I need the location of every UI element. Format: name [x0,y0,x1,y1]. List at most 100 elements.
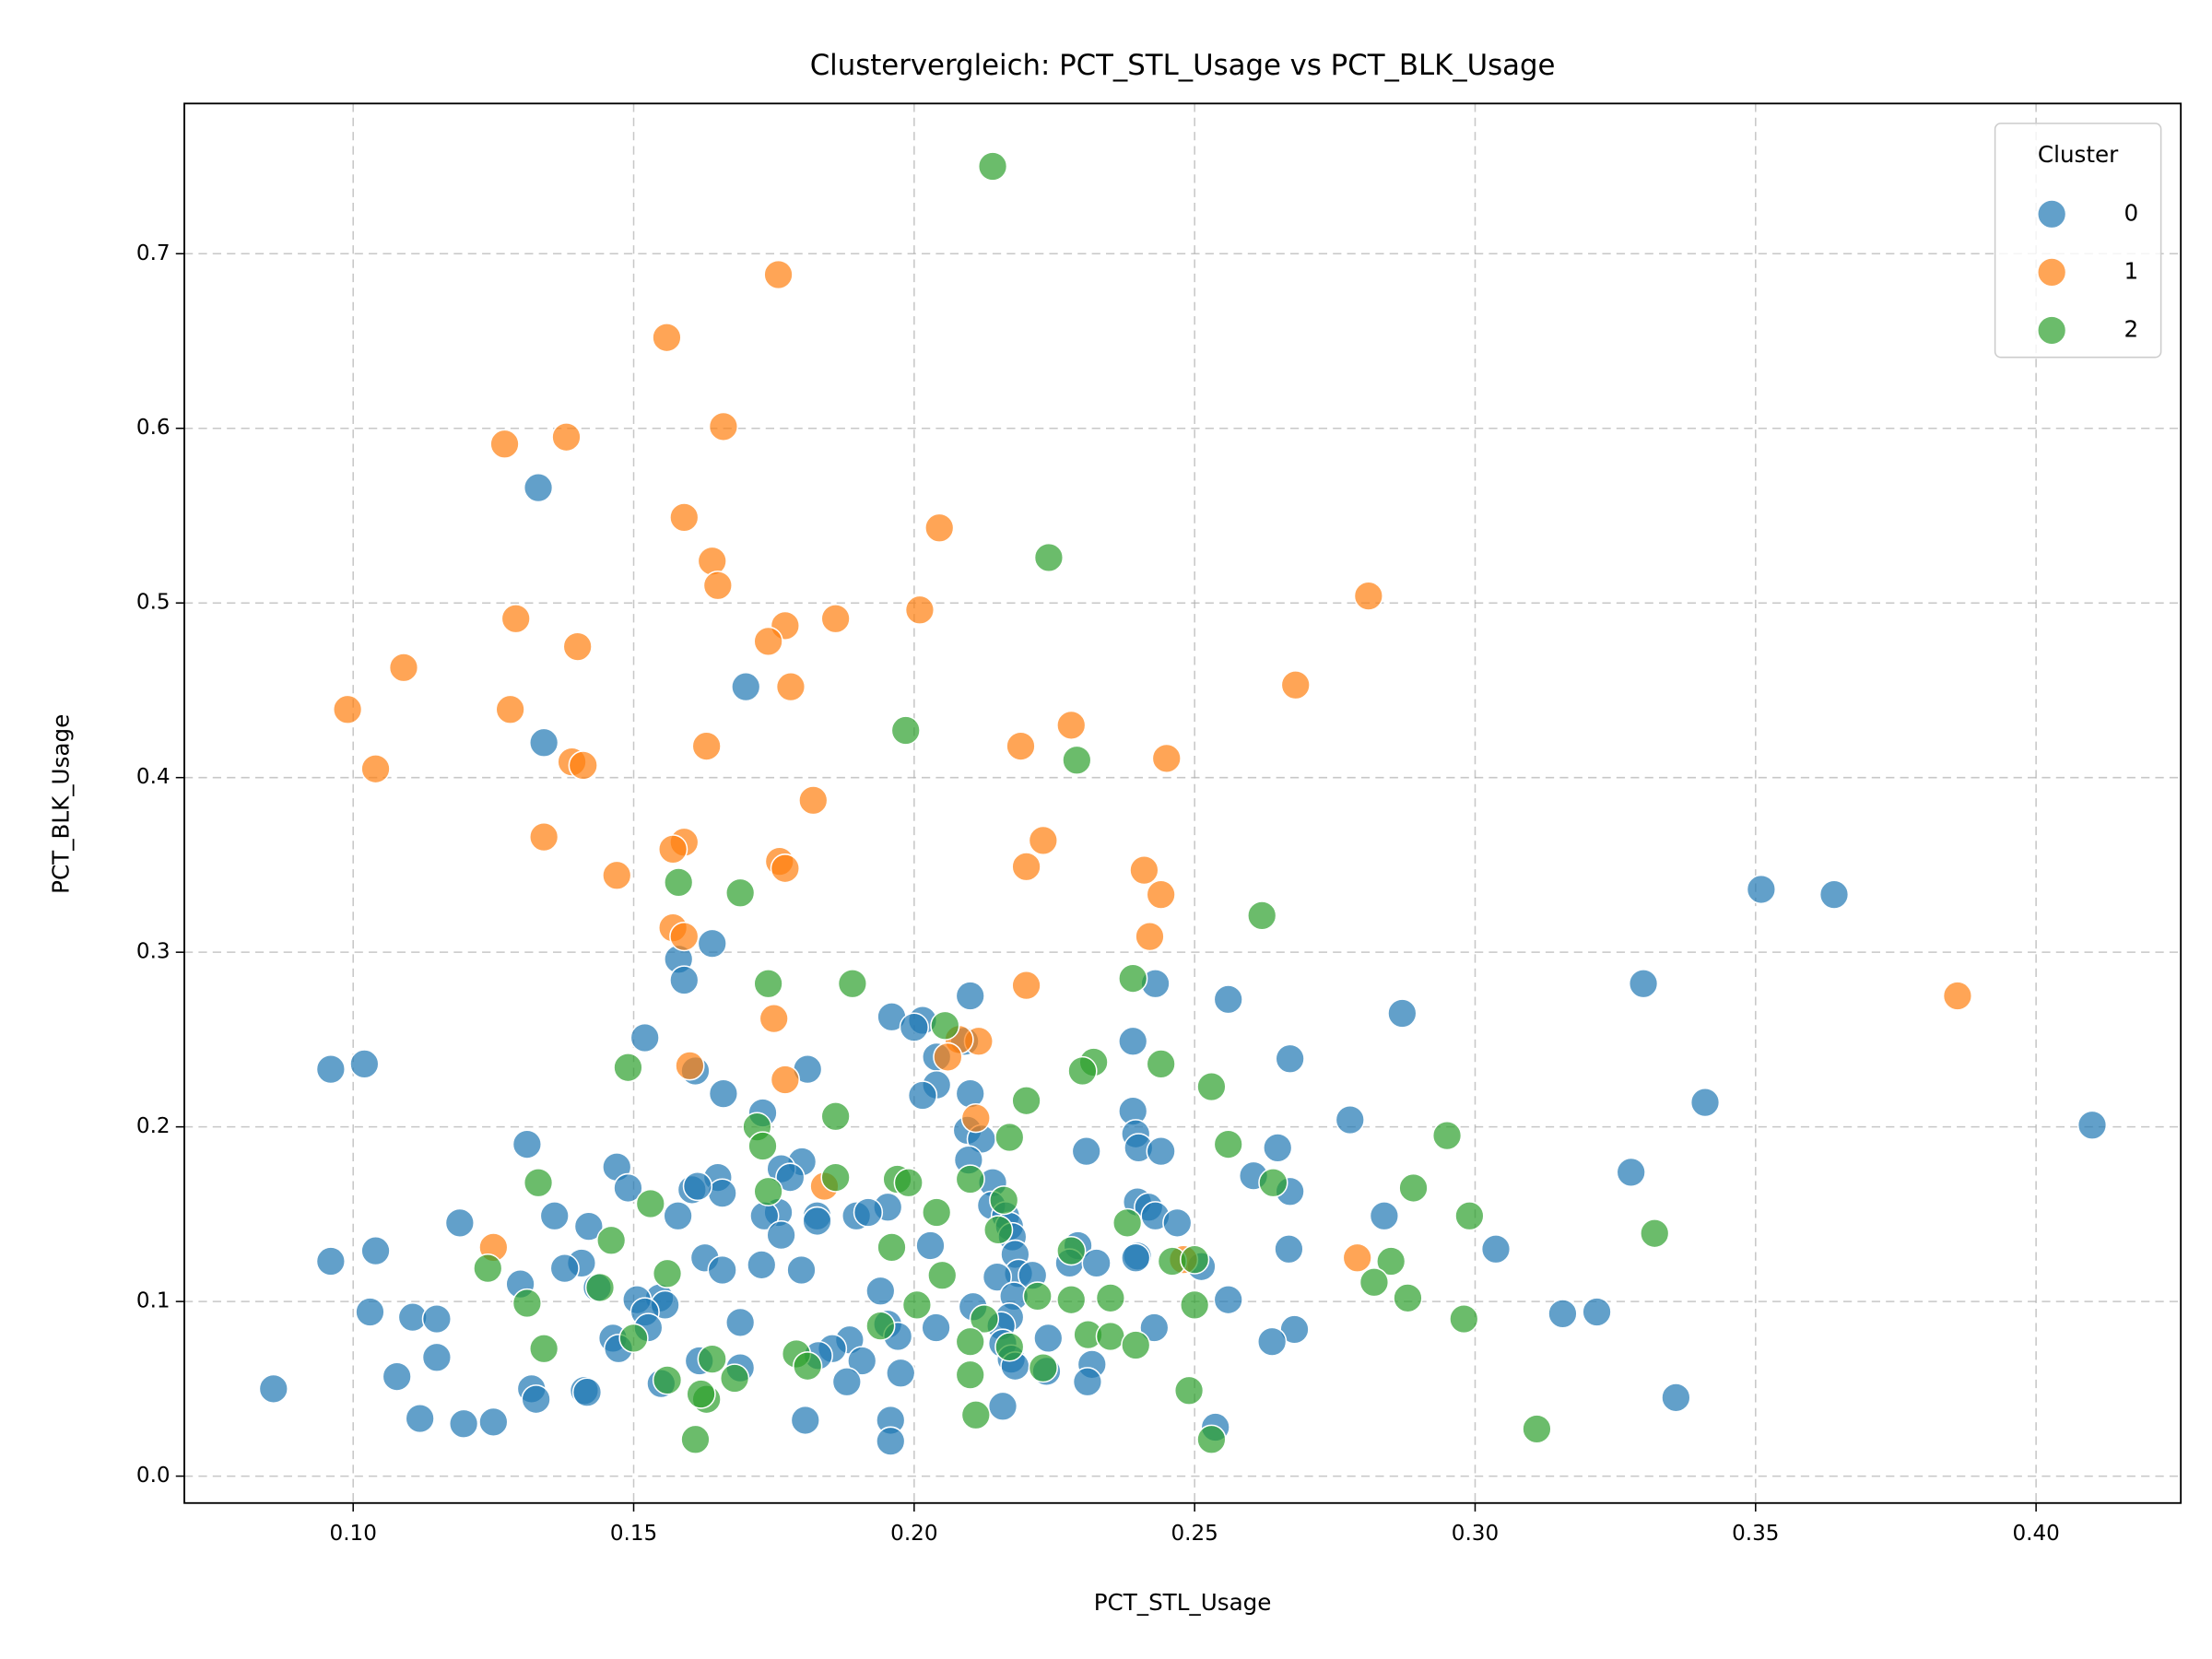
legend-box [1994,123,2162,359]
scatter-point [549,1253,580,1284]
scatter-point [421,1303,453,1335]
scatter-point [1056,1285,1087,1315]
scatter-point [753,626,783,657]
legend-label: 0 [2124,199,2138,226]
scatter-point [1376,1246,1406,1277]
scatter-point [669,502,700,533]
scatter-point [663,1201,693,1231]
scatter-point [924,512,955,543]
scatter-point [1112,1207,1143,1239]
x-tick-label: 0.10 [330,1522,377,1546]
scatter-point [927,1260,958,1290]
scatter-point [793,1351,823,1382]
scatter-point [315,1053,347,1085]
scatter-point [770,853,801,884]
scatter-point [349,1049,380,1079]
scatter-point [1056,1236,1087,1266]
legend-label: 2 [2124,315,2138,342]
y-tick-label: 0.1 [136,1289,171,1313]
scatter-point [635,1188,665,1219]
scatter-point [697,546,727,576]
scatter-point [697,928,727,959]
scatter-point [930,1010,960,1041]
scatter-point [652,323,682,353]
scatter-point [994,1332,1025,1362]
scatter-point [901,1289,933,1321]
scatter-point [1547,1299,1578,1329]
scatter-point [571,1377,603,1407]
scatter-point [1454,1201,1485,1231]
scatter-point [675,1051,705,1081]
scatter-point [915,1230,946,1261]
scatter-point [686,1379,716,1409]
scatter-point [790,1405,820,1436]
x-axis-label: PCT_STL_Usage [1094,1589,1272,1616]
scatter-point [1011,852,1041,882]
scatter-point [1393,1283,1423,1313]
legend-marker [2037,257,2067,288]
scatter-point [831,1367,862,1397]
scatter-point [753,969,783,999]
scatter-point [421,1342,453,1372]
scatter-point [786,1254,817,1286]
scatter-point [1146,1136,1176,1167]
scatter-point [1121,1242,1151,1273]
scatter-point [969,1303,1000,1335]
scatter-point [960,1103,991,1134]
scatter-point [1121,1330,1151,1360]
scatter-point [820,604,851,634]
scatter-point [500,604,531,634]
scatter-point [994,1122,1025,1153]
scatter-point [1118,963,1148,994]
scatter-point [1280,670,1311,700]
scatter-point [596,1225,627,1255]
scatter-point [982,1215,1014,1245]
scatter-point [1213,1129,1243,1159]
scatter-point [763,259,794,290]
scatter-point [904,594,935,625]
legend-marker [2037,199,2067,229]
scatter-point [1028,1352,1058,1383]
scatter-point [1258,1168,1288,1198]
scatter-point [1011,1086,1041,1116]
y-tick-label: 0.2 [136,1114,171,1138]
x-tick-label: 0.35 [1732,1522,1779,1546]
scatter-point [613,1172,643,1204]
scatter-point [820,1162,851,1193]
x-tick-label: 0.20 [890,1522,937,1546]
scatter-point [1062,745,1092,775]
scatter-point [1359,1267,1390,1298]
scatter-point [473,1253,503,1284]
scatter-point [602,860,632,890]
scatter-point [1033,542,1065,573]
scatter-point [886,1358,916,1388]
scatter-point [890,715,921,746]
scatter-point [1196,1424,1227,1454]
scatter-point [960,1400,991,1430]
scatter-point [865,1311,896,1341]
scatter-point [921,1312,951,1343]
scatter-point [1162,1207,1193,1239]
scatter-point [707,1254,737,1286]
y-tick-label: 0.0 [136,1464,171,1488]
scatter-point [766,1219,796,1251]
scatter-point [1398,1172,1429,1204]
scatter-point [1275,1043,1305,1074]
scatter-point [448,1408,479,1439]
grid [184,103,2182,1503]
scatter-point [1146,1049,1176,1079]
scatter-point [899,1012,929,1042]
scatter-point [618,1323,649,1354]
scatter-point [1942,981,1973,1011]
scatter-point [1263,1133,1293,1163]
scatter-point [731,672,761,702]
scatter-point [652,1258,683,1288]
legend-marker [2037,315,2067,346]
scatter-point [388,653,419,683]
scatter-point [1072,1367,1103,1397]
scatter-point [1213,1285,1243,1315]
scatter-point [613,1053,643,1083]
scatter-point [753,1176,783,1206]
scatter-point [332,694,363,724]
scatter-point [1335,1104,1365,1135]
